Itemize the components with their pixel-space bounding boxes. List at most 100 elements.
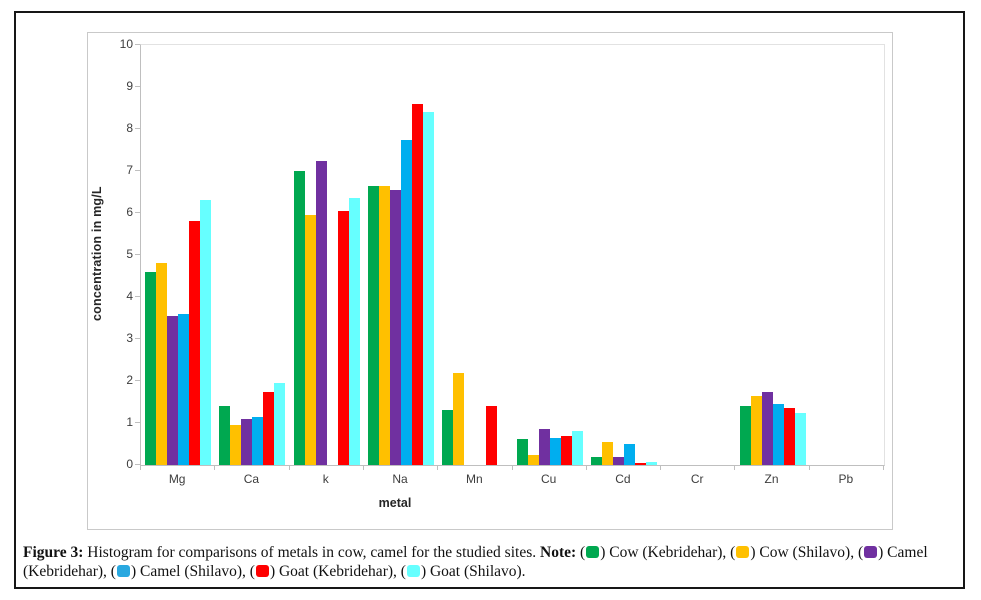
caption-text: ( [576,544,586,561]
bar-camel-kebridehar-na [390,189,402,465]
x-axis-tick-label-ca: Ca [243,472,260,486]
bar-group-Na [364,45,438,465]
y-axis-tick-label: 2 [126,373,133,387]
y-axis-tick [135,170,140,171]
bar-camel-shilavo-cu [549,437,561,465]
y-axis-tick-label: 4 [126,289,133,303]
bar-group-Ca [215,45,289,465]
bar-cow-shilavo-ca [230,425,242,465]
y-axis-tick-label: 9 [126,79,133,93]
caption-text: Histogram for comparisons of metals in c… [83,544,540,561]
bar-camel-kebridehar-cd [612,456,624,465]
bar-goat-kebridehar-na [412,103,424,465]
bar-cow-shilavo-cu [527,454,539,465]
x-axis-tick-label-cd: Cd [615,472,631,486]
bar-group-Pb [810,45,884,465]
legend-swatch-icon [586,546,600,558]
x-axis-tick [437,465,439,470]
x-axis-tick-label-mg: Mg [168,472,186,486]
y-axis-tick [135,464,140,465]
bar-goat-kebridehar-cd [634,462,646,465]
legend-swatch-icon [116,565,130,577]
bar-group-k [290,45,364,465]
x-axis-tick-label-mn: Mn [466,472,483,486]
bar-group-Cu [512,45,586,465]
bar-goat-kebridehar-k [337,210,349,465]
y-axis-tick [135,86,140,87]
bar-goat-kebridehar-mn [486,406,498,465]
caption-text: ) Camel (Kebridehar), ( [23,544,928,580]
figure-caption: Figure 3: Histogram for comparisons of m… [23,543,961,581]
bar-goat-kebridehar-zn [783,408,795,465]
y-axis-tick [135,380,140,381]
x-axis-tick-label-k: k [322,472,329,486]
bar-goat-shilavo-mg [200,200,212,465]
bar-group-Mn [438,45,512,465]
bar-group-Mg [141,45,215,465]
y-axis-tick-label: 3 [126,331,133,345]
legend-swatch-icon [736,546,750,558]
bar-cow-kebridehar-cd [590,456,602,465]
legend-swatch-icon [255,565,269,577]
x-axis-tick [883,465,884,470]
bar-goat-shilavo-ca [274,383,286,465]
bar-cow-kebridehar-cu [516,438,528,465]
x-axis-tick-label-na: Na [392,472,408,486]
y-axis-tick [135,338,140,339]
caption-text: ) Goat (Shilavo). [420,563,526,580]
x-axis-tick [140,465,141,470]
bar-camel-kebridehar-ca [241,418,253,465]
y-axis-tick [135,44,140,45]
bar-cow-kebridehar-zn [739,406,751,465]
bar-camel-kebridehar-zn [761,391,773,465]
bar-camel-kebridehar-k [315,160,327,465]
x-axis-tick-label-cu: Cu [540,472,557,486]
y-axis-tick [135,254,140,255]
x-axis-tick-label-zn: Zn [764,472,779,486]
x-axis-tick [511,465,513,470]
bar-goat-kebridehar-ca [263,391,275,465]
bar-goat-kebridehar-mg [189,221,201,465]
y-axis-tick [135,422,140,423]
y-axis-tick-label: 1 [126,415,133,429]
caption-text: ) Camel (Shilavo), ( [130,563,255,580]
x-axis-title: metal [378,496,412,510]
bar-camel-shilavo-ca [252,416,264,465]
y-axis-tick-label: 10 [119,37,133,51]
caption-text: ) Goat (Kebridehar), ( [269,563,406,580]
y-axis-tick-label: 5 [126,247,133,261]
y-axis-tick-label: 8 [126,121,133,135]
bar-cow-shilavo-na [379,185,391,465]
bar-cow-shilavo-mn [453,372,465,465]
bar-cow-kebridehar-na [368,185,380,465]
bar-goat-shilavo-cu [571,431,583,465]
caption-bold-text: Note: [540,544,577,561]
bar-cow-kebridehar-mn [442,410,454,465]
legend-swatch-icon [406,565,420,577]
bar-camel-shilavo-cd [623,444,635,465]
bar-camel-shilavo-zn [772,404,784,465]
bar-camel-shilavo-na [401,139,413,465]
caption-text: ) Cow (Kebridehar), ( [600,544,736,561]
bar-cow-kebridehar-mg [145,271,157,465]
bar-camel-shilavo-mg [178,313,190,465]
x-axis-tick-label-cr: Cr [690,472,704,486]
y-axis-tick [135,128,140,129]
y-axis-tick-label: 7 [126,163,133,177]
bar-cow-shilavo-k [304,215,316,465]
bar-camel-kebridehar-mg [167,315,179,465]
x-axis-tick [808,465,810,470]
bar-group-Zn [735,45,809,465]
bar-goat-shilavo-na [423,112,435,465]
bar-goat-kebridehar-cu [560,435,572,465]
bar-cow-kebridehar-ca [219,406,231,465]
x-axis-tick [585,465,587,470]
bar-goat-shilavo-zn [794,412,806,465]
x-axis-tick [362,465,364,470]
x-axis-tick [214,465,216,470]
bar-cow-kebridehar-k [293,171,305,465]
y-axis-tick [135,296,140,297]
y-axis-tick-label: 6 [126,205,133,219]
bar-camel-kebridehar-cu [538,429,550,465]
x-axis-tick-label-pb: Pb [838,472,854,486]
